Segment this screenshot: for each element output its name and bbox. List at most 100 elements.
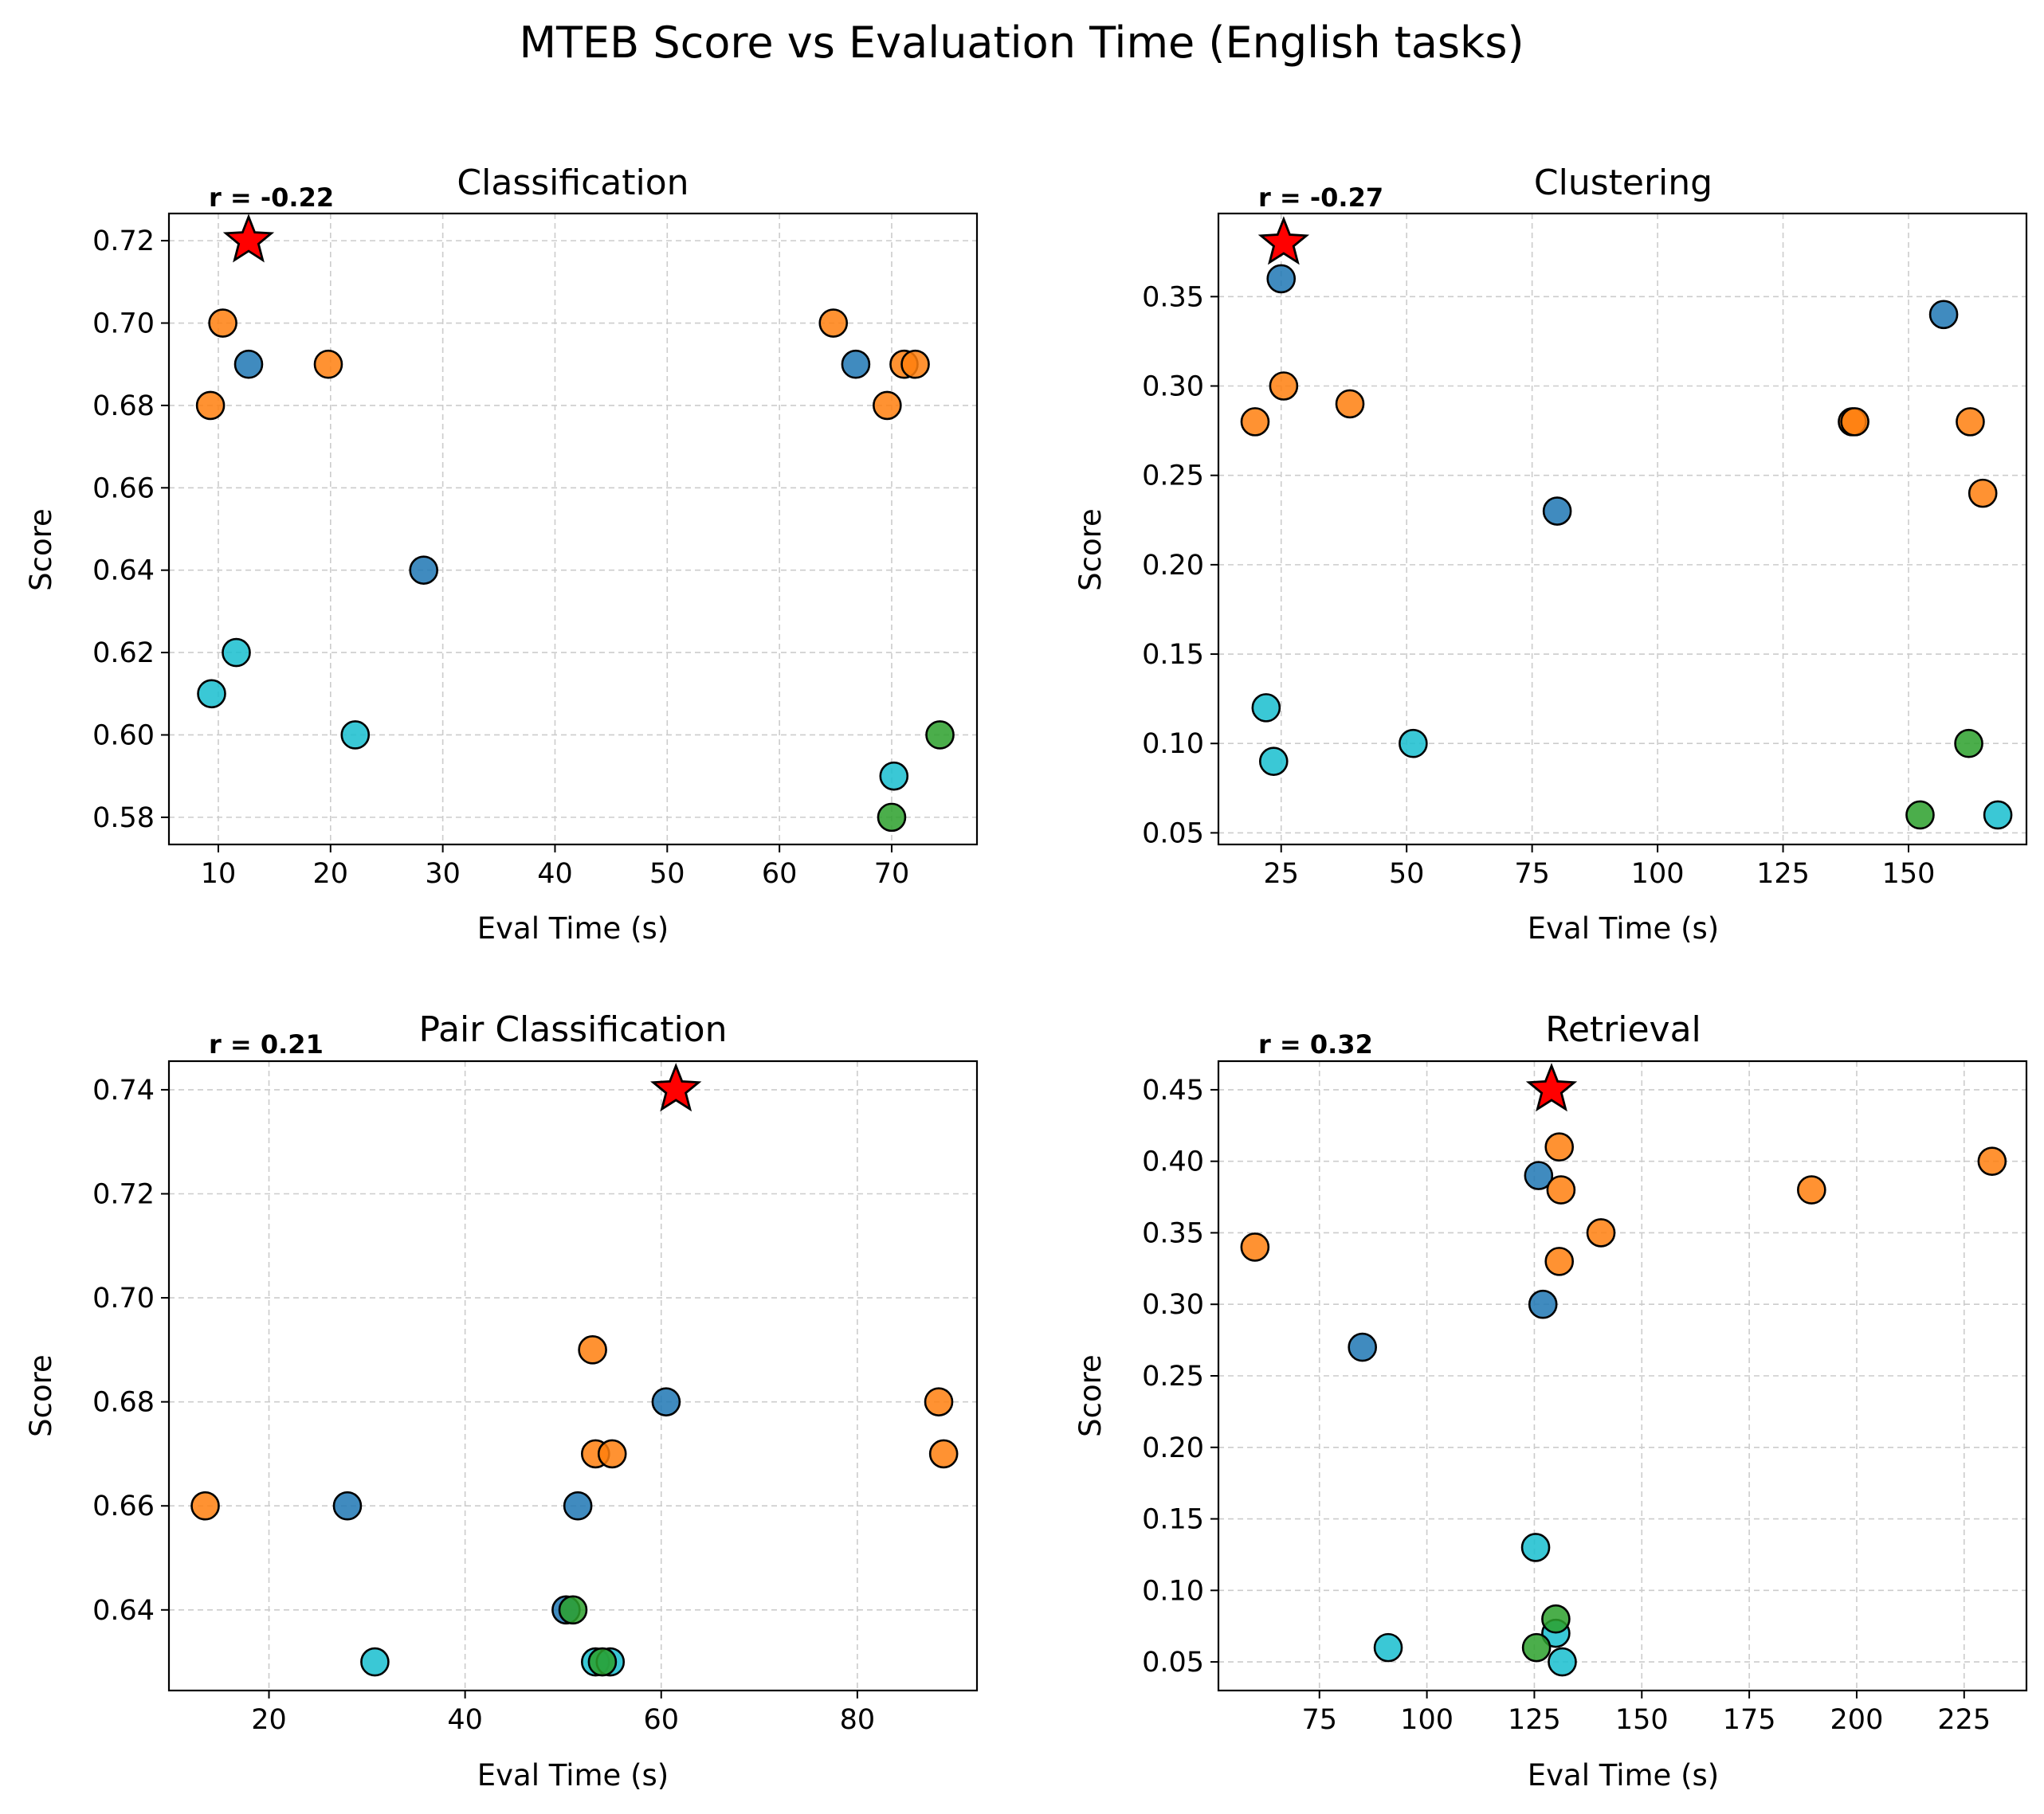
x-tick-label: 125: [1756, 858, 1810, 890]
data-point: [1335, 389, 1365, 419]
y-axis-label: Score: [1073, 1354, 1108, 1437]
scatter-points: [195, 214, 955, 833]
y-tick-label: 0.66: [92, 1491, 155, 1522]
data-point: [879, 761, 909, 791]
y-tick-label: 0.60: [92, 719, 155, 751]
y-tick-label: 0.64: [92, 1595, 155, 1627]
data-point: [208, 308, 237, 338]
x-tick-label: 30: [425, 858, 461, 890]
panel-title: Retrieval: [1545, 1009, 1701, 1050]
panel-title: Classification: [457, 163, 689, 203]
data-point: [1258, 746, 1289, 776]
grid: [1218, 214, 2026, 844]
data-point: [1544, 1247, 1575, 1276]
data-point: [1840, 407, 1869, 437]
y-tick-label: 0.40: [1142, 1146, 1204, 1178]
data-point: [1586, 1218, 1616, 1248]
data-point: [873, 390, 902, 421]
y-tick-label: 0.66: [92, 472, 155, 504]
data-point: [597, 1439, 627, 1469]
data-point: [190, 1491, 220, 1521]
y-tick-label: 0.30: [1142, 1289, 1204, 1321]
data-point: [1528, 1289, 1558, 1319]
data-point: [332, 1491, 363, 1521]
x-tick-label: 60: [762, 858, 798, 890]
data-point: [1541, 1604, 1571, 1634]
x-tick-label: 50: [649, 858, 685, 890]
x-tick-label: 40: [447, 1704, 483, 1736]
y-axis-label: Score: [24, 1354, 58, 1437]
x-axis-label: Eval Time (s): [477, 911, 669, 946]
data-point: [877, 802, 907, 833]
x-tick-label: 20: [251, 1704, 287, 1736]
data-point: [1956, 407, 1985, 437]
data-point: [1954, 728, 1983, 758]
panel-title: Pair Classification: [419, 1009, 728, 1050]
plot-frame: [167, 1060, 979, 1692]
highlight-star-marker: [650, 1063, 702, 1112]
highlight-star-marker: [1257, 216, 1310, 265]
x-axis-label: Eval Time (s): [1528, 911, 1719, 946]
data-point: [340, 720, 371, 750]
x-tick-label: 40: [537, 858, 573, 890]
data-point: [1348, 1332, 1377, 1362]
data-point: [222, 637, 251, 668]
y-tick-label: 0.25: [1142, 1361, 1204, 1393]
scatter-points: [190, 1063, 959, 1677]
y-tick-label: 0.70: [92, 308, 155, 340]
y-axis-label: Score: [24, 508, 58, 591]
x-tick-label: 70: [874, 858, 910, 890]
x-tick-label: 200: [1830, 1704, 1884, 1736]
ticks: 75 100 125 150 175 200 225 0.05 0.10 0.15 0.20 0.25…: [1142, 1075, 1991, 1736]
data-point: [558, 1595, 588, 1625]
x-tick-label: 60: [643, 1704, 679, 1736]
data-point: [409, 555, 438, 585]
y-tick-label: 0.15: [1142, 1504, 1204, 1536]
data-point: [1977, 1146, 2007, 1176]
y-tick-label: 0.68: [92, 390, 155, 422]
y-tick-label: 0.45: [1142, 1075, 1204, 1107]
figure-title: MTEB Score vs Evaluation Time (English t…: [519, 18, 1524, 68]
data-point: [1548, 1647, 1577, 1677]
correlation-annotation: r = -0.27: [1258, 182, 1383, 213]
y-tick-label: 0.58: [92, 802, 155, 834]
ticks: 20 40 60 80 0.64 0.66 0.68 0.70 0.72 0.74: [92, 1075, 875, 1736]
data-point: [1269, 371, 1299, 401]
data-point: [1797, 1175, 1826, 1205]
data-point: [1544, 1132, 1575, 1162]
data-point: [900, 349, 930, 379]
data-point: [818, 308, 849, 338]
x-axis-label: Eval Time (s): [477, 1758, 669, 1792]
data-point: [928, 1439, 959, 1469]
y-tick-label: 0.70: [92, 1283, 155, 1314]
data-point: [651, 1387, 681, 1416]
data-point: [924, 1387, 954, 1416]
highlight-star-marker: [222, 214, 275, 263]
data-point: [1967, 478, 1998, 508]
correlation-annotation: r = 0.21: [209, 1029, 324, 1060]
y-axis-label: Score: [1073, 508, 1108, 591]
x-tick-label: 75: [1514, 858, 1550, 890]
correlation-annotation: r = 0.32: [1258, 1029, 1373, 1060]
data-point: [563, 1491, 593, 1521]
x-tick-label: 150: [1615, 1704, 1669, 1736]
data-point: [360, 1647, 390, 1677]
x-tick-label: 10: [201, 858, 237, 890]
x-tick-label: 25: [1263, 858, 1299, 890]
y-tick-label: 0.35: [1142, 281, 1204, 313]
y-tick-label: 0.62: [92, 637, 155, 669]
data-point: [1373, 1632, 1403, 1663]
panel-retrieval: Retrieval r = 0.32 Eval Time (s) Score 7…: [1073, 1009, 2028, 1792]
x-tick-label: 100: [1631, 858, 1685, 890]
data-point: [578, 1335, 607, 1365]
y-tick-label: 0.72: [92, 1178, 155, 1210]
y-tick-label: 0.25: [1142, 460, 1204, 492]
x-tick-label: 175: [1723, 1704, 1776, 1736]
y-tick-label: 0.20: [1142, 1432, 1204, 1464]
data-point: [195, 390, 226, 421]
y-tick-label: 0.30: [1142, 371, 1204, 403]
data-point: [1521, 1632, 1552, 1663]
correlation-annotation: r = -0.22: [209, 182, 334, 213]
x-tick-label: 80: [840, 1704, 876, 1736]
